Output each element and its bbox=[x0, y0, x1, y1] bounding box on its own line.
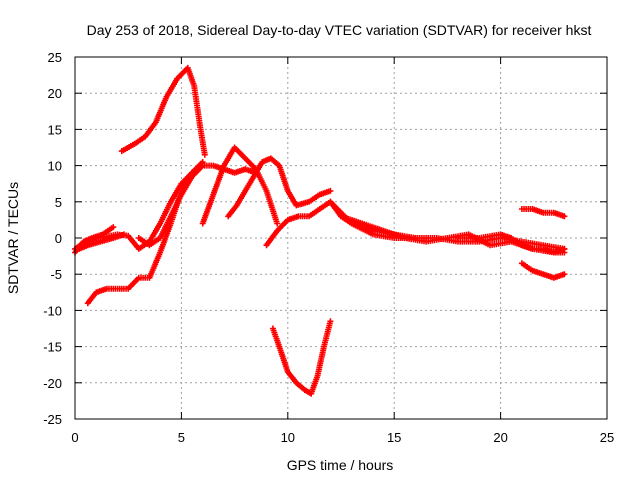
series-arc-3 bbox=[76, 231, 127, 252]
x-tick-label: 5 bbox=[178, 430, 185, 445]
y-tick-label: -10 bbox=[43, 303, 62, 318]
y-tick-label: -25 bbox=[43, 412, 62, 427]
y-tick-label: 20 bbox=[48, 86, 62, 101]
chart-title: Day 253 of 2018, Sidereal Day-to-day VTE… bbox=[87, 22, 592, 38]
x-tick-label: 25 bbox=[600, 430, 614, 445]
data-series bbox=[72, 64, 568, 397]
axis-ticks: 0 5 10 15 20 25 -25 -20 -15 -10 -5 0 5 10 15 20 25 bbox=[43, 50, 614, 445]
y-tick-label: 10 bbox=[48, 159, 62, 174]
series-arc-10 bbox=[269, 318, 334, 397]
series-arc-6 bbox=[135, 162, 259, 249]
grid bbox=[75, 57, 607, 419]
y-tick-label: 15 bbox=[48, 122, 62, 137]
x-tick-label: 10 bbox=[281, 430, 295, 445]
y-tick-label: 25 bbox=[48, 50, 62, 65]
x-tick-label: 15 bbox=[387, 430, 401, 445]
series-arc-9 bbox=[263, 198, 419, 249]
series-arc-15 bbox=[518, 206, 568, 220]
x-tick-label: 0 bbox=[71, 430, 78, 445]
x-tick-label: 20 bbox=[493, 430, 507, 445]
y-tick-label: 0 bbox=[55, 231, 62, 246]
y-tick-label: -15 bbox=[43, 340, 62, 355]
series-arc-5 bbox=[118, 64, 208, 158]
series-arc-8 bbox=[225, 155, 334, 220]
x-axis-label: GPS time / hours bbox=[287, 457, 394, 473]
y-axis-label: SDTVAR / TECUs bbox=[5, 182, 21, 294]
y-tick-label: -20 bbox=[43, 376, 62, 391]
series-arc-14 bbox=[518, 260, 568, 281]
y-tick-label: 5 bbox=[55, 195, 62, 210]
series-arc-13 bbox=[455, 231, 568, 256]
y-tick-label: -5 bbox=[50, 267, 62, 282]
